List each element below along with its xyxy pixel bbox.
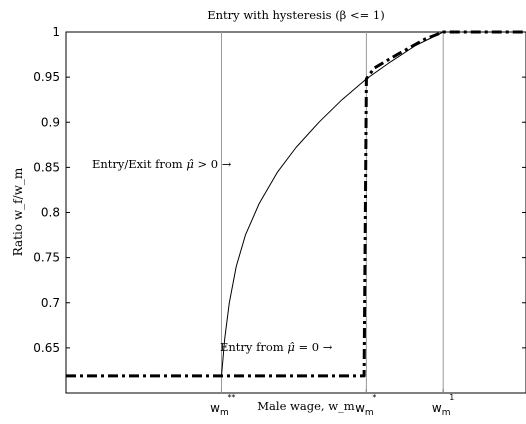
x-tick-superscript: 1 [449,393,454,402]
x-tick-label: wm [210,401,229,418]
y-tick-label: 0.7 [41,296,60,310]
x-tick-superscript: ** [227,393,235,402]
chart-title: Entry with hysteresis (β <= 1) [207,8,384,22]
annotation-entry: Entry from μ̂ = 0 → [220,340,333,354]
y-tick-label: 0.65 [33,341,60,355]
x-axis-label: Male wage, w_m [257,399,355,413]
y-tick-label: 0.85 [33,160,60,174]
x-axis-ticks: wm**wm*wm1 [210,389,454,418]
series-line-dashdot [66,30,526,378]
x-tick-label: wm [432,401,451,418]
y-tick-label: 0.95 [33,70,60,84]
y-tick-label: 0.8 [41,206,60,220]
annotation-entry-exit: Entry/Exit from μ̂ > 0 → [92,157,232,171]
y-tick-label: 0.9 [41,115,60,129]
x-tick-label: wm [355,401,374,418]
y-tick-label: 0.75 [33,251,60,265]
y-axis-ticks: 0.65 0.7 0.75 0.8 0.85 0.9 0.95 1 [33,25,526,355]
plot-frame [65,31,526,394]
series-line-solid [221,31,526,376]
series-lines [66,30,526,378]
x-tick-superscript: * [372,393,376,402]
y-axis-label: Ratio w_f/w_m [11,167,25,256]
y-tick-label: 1 [52,25,60,39]
